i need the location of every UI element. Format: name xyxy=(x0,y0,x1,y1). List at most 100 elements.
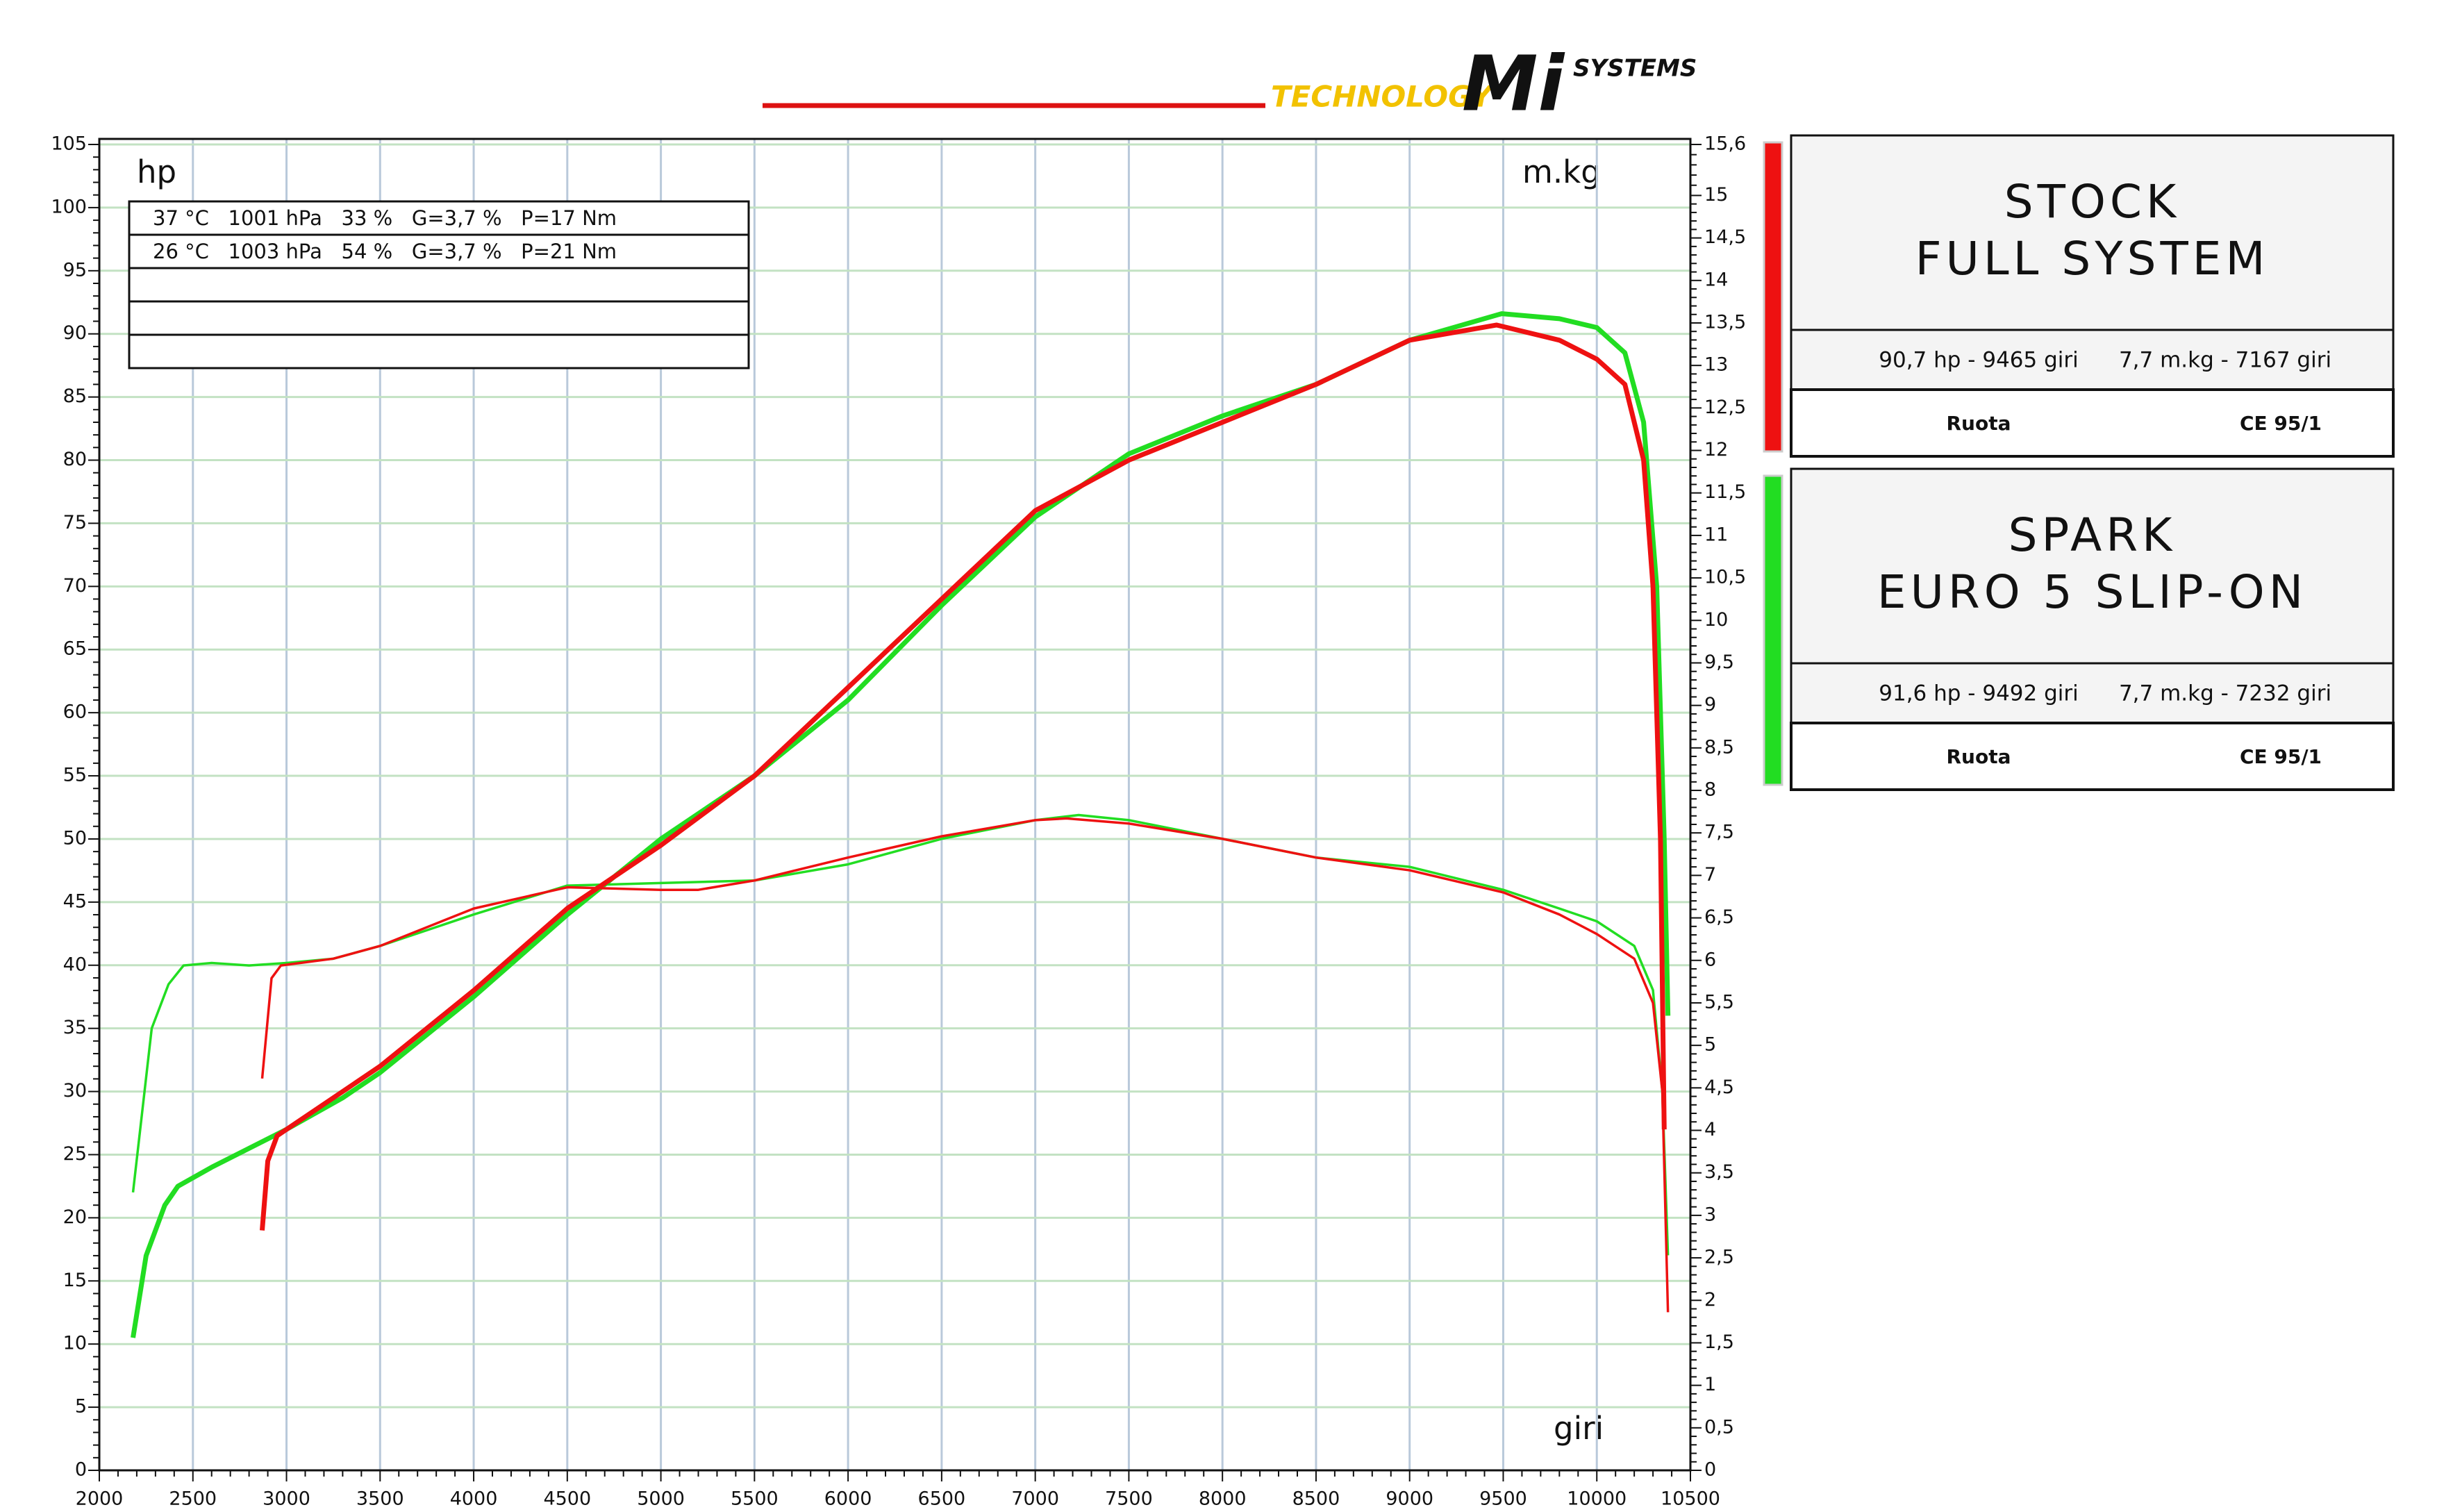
x-tick-label: 4500 xyxy=(543,1488,591,1510)
y2-tick-label: 10,5 xyxy=(1704,567,1746,588)
x-tick-label: 3500 xyxy=(356,1488,404,1510)
legend-norm: CE 95/1 xyxy=(2240,745,2322,768)
y-tick-label: 15 xyxy=(63,1270,87,1291)
y2-tick-label: 11 xyxy=(1704,524,1728,545)
power-curve xyxy=(260,322,1667,1231)
x-tick-label: 3000 xyxy=(263,1488,310,1510)
y-tick-label: 20 xyxy=(63,1206,87,1228)
legend-wheel: Ruota xyxy=(1946,745,2011,768)
y-tick-label: 5 xyxy=(75,1396,87,1418)
legend-peak: 90,7 hp - 9465 giri xyxy=(1879,348,2079,373)
x-tick-label: 4000 xyxy=(450,1488,498,1510)
logo-brand-sub: SYSTEMS xyxy=(1573,55,1697,83)
y-tick-label: 75 xyxy=(63,512,87,533)
y2-tick-label: 9,5 xyxy=(1704,651,1734,673)
conditions-text: 37 °C 1001 hPa 33 % G=3,7 % P=17 Nm xyxy=(153,206,617,230)
y-axis-label: hp xyxy=(137,153,176,190)
y2-tick-label: 3,5 xyxy=(1704,1161,1734,1183)
legend-peak: 91,6 hp - 9492 giri xyxy=(1879,681,2079,706)
y2-tick-label: 8,5 xyxy=(1704,736,1734,758)
y-tick-label: 70 xyxy=(63,575,87,597)
legend-title: FULL SYSTEM xyxy=(1915,232,2270,285)
y-tick-label: 90 xyxy=(63,322,87,344)
power-curve xyxy=(131,311,1671,1338)
conditions-row xyxy=(128,300,750,336)
legend-title-box xyxy=(1790,134,2395,331)
legend-peaks-box xyxy=(1790,662,2395,724)
y-tick-label: 95 xyxy=(63,259,87,281)
y2-tick-label: 5 xyxy=(1704,1034,1716,1056)
y2-tick-label: 14 xyxy=(1704,269,1728,290)
torque-curve xyxy=(131,813,1670,1256)
y-tick-label: 105 xyxy=(51,133,87,155)
x-tick-label: 8000 xyxy=(1199,1488,1247,1510)
x-tick-label: 10000 xyxy=(1567,1488,1627,1510)
x-tick-label: 10500 xyxy=(1661,1488,1720,1510)
y2-tick-label: 3 xyxy=(1704,1204,1716,1225)
x-axis-label: giri xyxy=(1554,1410,1604,1447)
y2-tick-label: 0,5 xyxy=(1704,1416,1734,1438)
legend-wheel: Ruota xyxy=(1946,412,2011,435)
y2-tick-label: 7,5 xyxy=(1704,822,1734,843)
y2-tick-label: 10 xyxy=(1704,609,1728,631)
legend-title-box xyxy=(1790,467,2395,665)
logo-brand: Mi xyxy=(1462,39,1565,128)
y2-tick-label: 13,5 xyxy=(1704,311,1746,333)
y-tick-label: 100 xyxy=(51,196,87,217)
conditions-row xyxy=(128,200,750,236)
y2-tick-label: 4,5 xyxy=(1704,1077,1734,1098)
y2-tick-label: 12 xyxy=(1704,439,1728,460)
legend-footer-box xyxy=(1790,722,2395,791)
conditions-text: 26 °C 1003 hPa 54 % G=3,7 % P=21 Nm xyxy=(153,240,617,263)
x-tick-label: 5000 xyxy=(637,1488,685,1510)
y2-tick-label: 15,6 xyxy=(1704,133,1746,155)
y2-tick-label: 12,5 xyxy=(1704,397,1746,418)
torque-curve xyxy=(260,817,1670,1313)
y2-tick-label: 1 xyxy=(1704,1374,1716,1395)
y-tick-label: 45 xyxy=(63,890,87,912)
y-tick-label: 50 xyxy=(63,827,87,849)
x-tick-label: 6000 xyxy=(824,1488,872,1510)
y-tick-label: 85 xyxy=(63,385,87,407)
legend-title: EURO 5 SLIP-ON xyxy=(1877,565,2307,619)
y2-tick-label: 5,5 xyxy=(1704,991,1734,1013)
y2-tick-label: 4 xyxy=(1704,1119,1716,1140)
y2-tick-label: 6 xyxy=(1704,949,1716,970)
y2-tick-label: 15 xyxy=(1704,184,1728,206)
y-tick-label: 60 xyxy=(63,701,87,723)
y-tick-label: 35 xyxy=(63,1017,87,1038)
y2-tick-label: 13 xyxy=(1704,354,1728,376)
y-tick-label: 0 xyxy=(75,1459,87,1481)
y2-axis-label: m.kg xyxy=(1522,153,1601,190)
legend-title: SPARK xyxy=(2008,508,2177,562)
y2-tick-label: 6,5 xyxy=(1704,906,1734,928)
x-tick-label: 2500 xyxy=(169,1488,217,1510)
y-tick-label: 40 xyxy=(63,954,87,975)
conditions-row xyxy=(128,267,750,303)
legend-peak: 7,7 m.kg - 7232 giri xyxy=(2119,681,2331,706)
legend-title: STOCK xyxy=(2004,175,2181,229)
x-tick-label: 2000 xyxy=(76,1488,124,1510)
y2-tick-label: 2,5 xyxy=(1704,1247,1734,1268)
x-tick-label: 5500 xyxy=(731,1488,779,1510)
y2-tick-label: 7 xyxy=(1704,864,1716,886)
x-tick-label: 7500 xyxy=(1105,1488,1153,1510)
y-tick-label: 65 xyxy=(63,638,87,660)
y2-tick-label: 8 xyxy=(1704,779,1716,801)
legend-norm: CE 95/1 xyxy=(2240,412,2322,435)
y-tick-label: 30 xyxy=(63,1080,87,1102)
legend-footer-box xyxy=(1790,388,2395,458)
x-tick-label: 9000 xyxy=(1386,1488,1433,1510)
x-tick-label: 6500 xyxy=(918,1488,966,1510)
y-tick-label: 25 xyxy=(63,1143,87,1165)
conditions-row xyxy=(128,233,750,269)
plot-frame xyxy=(98,138,1692,1472)
legend-peak: 7,7 m.kg - 7167 giri xyxy=(2119,348,2331,373)
logo-tagline: TECHNOLOGY xyxy=(1271,80,1495,114)
y2-tick-label: 0 xyxy=(1704,1459,1716,1481)
y2-tick-label: 2 xyxy=(1704,1289,1716,1311)
legend-peaks-box xyxy=(1790,329,2395,391)
x-tick-label: 7000 xyxy=(1011,1488,1059,1510)
